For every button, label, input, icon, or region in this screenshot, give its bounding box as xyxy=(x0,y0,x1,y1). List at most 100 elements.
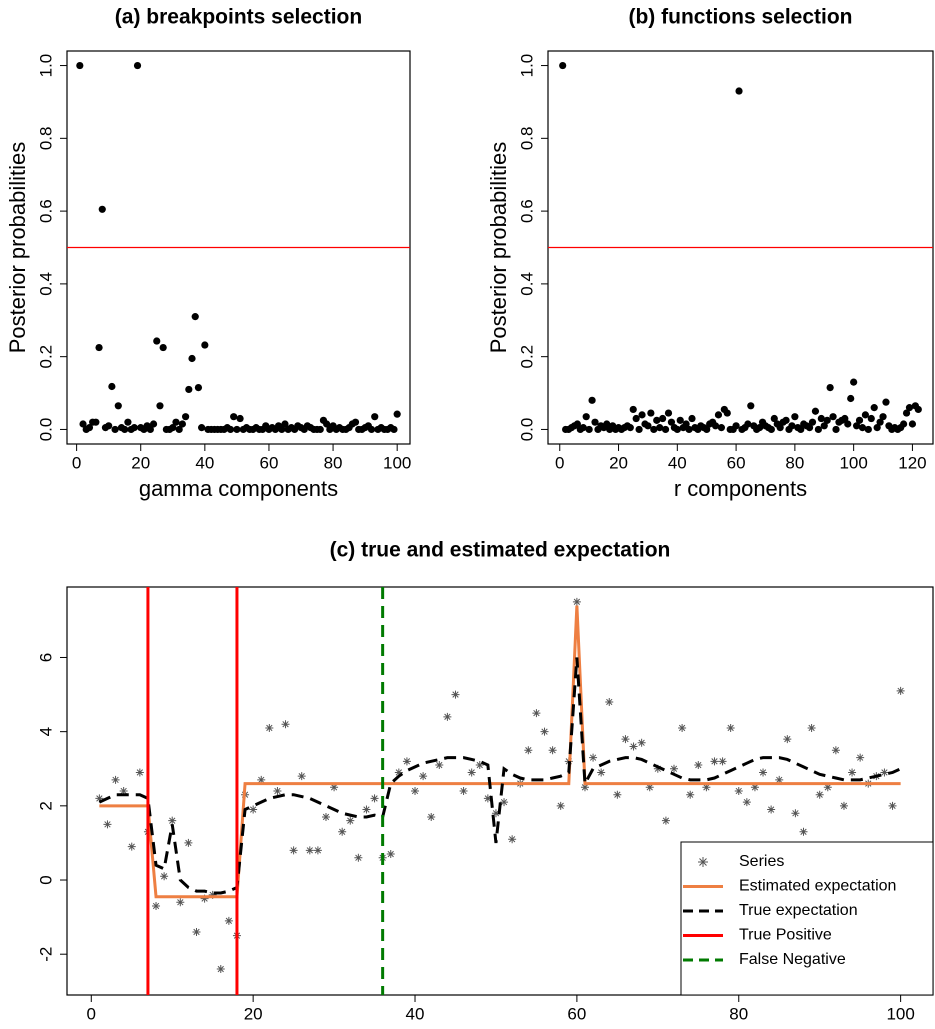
point xyxy=(664,409,673,417)
point xyxy=(659,414,667,423)
series-point xyxy=(224,916,233,925)
point xyxy=(588,396,596,404)
series-point xyxy=(508,835,517,844)
point xyxy=(591,418,599,426)
series-point xyxy=(645,783,654,792)
point xyxy=(278,425,286,434)
series-point xyxy=(483,794,492,803)
series-point xyxy=(524,746,533,755)
point xyxy=(79,420,87,428)
series-point xyxy=(273,787,282,795)
series-point xyxy=(734,787,743,795)
series-point xyxy=(168,816,177,825)
x-tick-label: 20 xyxy=(609,453,628,472)
point xyxy=(650,425,658,434)
series-point xyxy=(216,965,225,974)
series-point xyxy=(297,772,306,781)
point xyxy=(92,418,100,426)
y-tick-label: 6 xyxy=(36,653,55,662)
y-tick-label: 2 xyxy=(36,801,55,810)
point xyxy=(703,425,711,434)
x-tick-label: 20 xyxy=(244,1004,263,1023)
point xyxy=(198,424,206,432)
point xyxy=(95,343,103,352)
point xyxy=(182,413,190,421)
series-point xyxy=(330,783,339,792)
point xyxy=(159,343,167,352)
point xyxy=(814,425,822,434)
y-axis-label: Posterior probabilities xyxy=(486,142,511,354)
y-tick-label: -2 xyxy=(36,947,55,962)
series-point xyxy=(419,772,428,781)
point xyxy=(169,424,177,432)
point xyxy=(236,414,244,423)
series-point xyxy=(621,735,630,744)
x-tick-label: 80 xyxy=(785,453,804,472)
series-line xyxy=(98,657,902,895)
series-point xyxy=(815,790,824,799)
point xyxy=(852,422,861,430)
series-point xyxy=(200,894,209,903)
point xyxy=(629,405,637,414)
series-point xyxy=(589,753,598,762)
point xyxy=(747,402,755,410)
series-point xyxy=(831,746,840,755)
point xyxy=(153,337,161,345)
series-point xyxy=(321,812,330,821)
point xyxy=(841,414,849,423)
point xyxy=(782,416,790,424)
point xyxy=(850,378,858,386)
point xyxy=(661,425,670,434)
point xyxy=(191,313,199,321)
point xyxy=(667,418,676,426)
series-point xyxy=(362,805,371,814)
y-tick-label: 0.0 xyxy=(517,418,536,442)
series-point xyxy=(443,712,452,721)
point xyxy=(653,416,661,424)
y-tick-label: 0.4 xyxy=(517,272,536,296)
point xyxy=(226,425,235,434)
point xyxy=(905,404,914,412)
series-point xyxy=(467,768,476,777)
x-tick-label: 80 xyxy=(324,453,343,472)
series-point xyxy=(411,787,420,795)
series-point xyxy=(160,872,169,881)
series-point xyxy=(257,775,266,784)
point xyxy=(776,424,784,432)
point xyxy=(149,420,158,428)
series-point xyxy=(111,775,120,784)
point xyxy=(194,383,203,392)
point xyxy=(791,413,799,421)
point xyxy=(847,394,855,403)
series-point xyxy=(386,850,395,859)
point xyxy=(371,413,379,421)
series-point xyxy=(637,738,646,747)
legend-label: Series xyxy=(739,853,784,870)
x-axis-label: r components xyxy=(674,476,807,501)
series-point xyxy=(402,757,411,766)
point xyxy=(124,418,132,426)
x-tick-label: 80 xyxy=(729,1004,748,1023)
series-point xyxy=(427,812,436,821)
chart-title: (c) true and estimated expectation xyxy=(330,539,671,562)
x-tick-label: 40 xyxy=(406,1004,425,1023)
series-point xyxy=(726,723,735,732)
point xyxy=(756,424,764,432)
point xyxy=(735,87,743,95)
point xyxy=(770,414,778,423)
point xyxy=(178,420,187,428)
series-point xyxy=(208,890,217,899)
point xyxy=(626,424,634,432)
point xyxy=(867,414,875,423)
point xyxy=(647,409,655,417)
legend-label: True expectation xyxy=(739,902,858,919)
point xyxy=(635,425,643,434)
point xyxy=(823,416,831,424)
series-point xyxy=(750,783,759,792)
x-axis-label: time xyxy=(479,1027,521,1029)
series-point xyxy=(281,720,290,729)
series-point xyxy=(338,827,347,836)
point xyxy=(156,402,164,410)
series-point xyxy=(653,764,662,773)
